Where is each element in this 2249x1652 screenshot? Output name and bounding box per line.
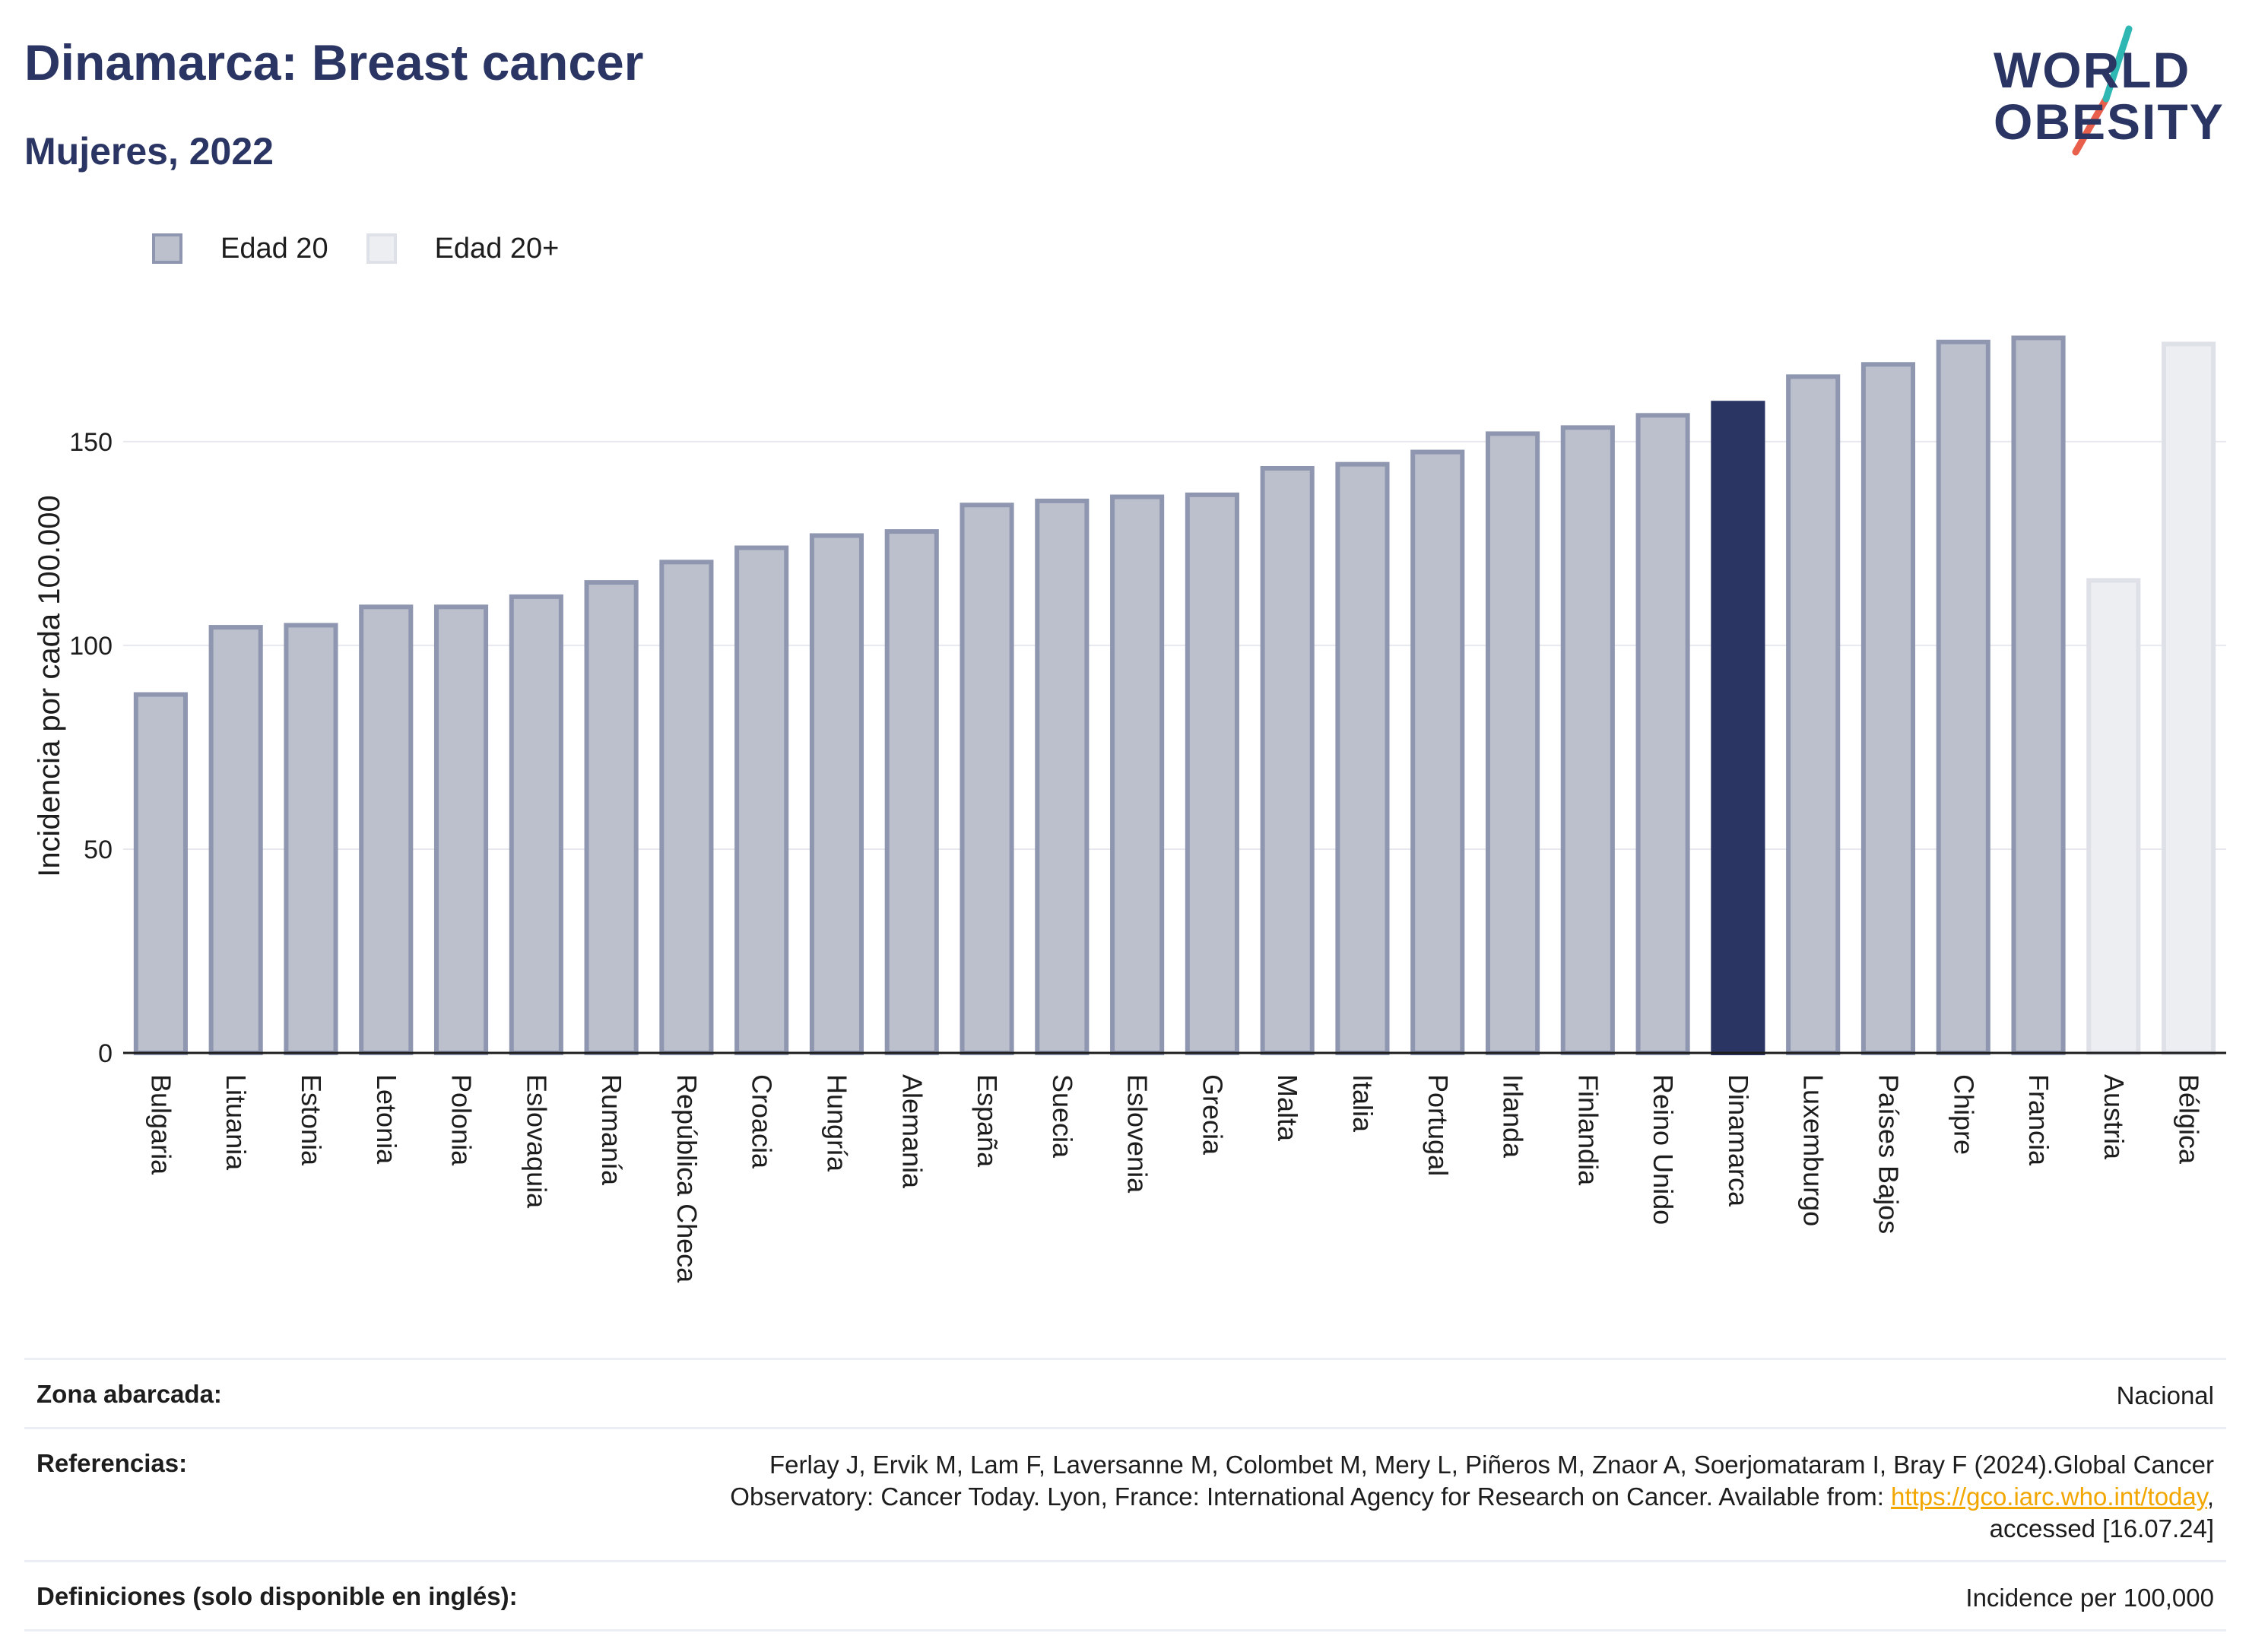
bar-eslovaquia	[509, 594, 563, 1055]
x-tick-label: Eslovenia	[1122, 1074, 1153, 1194]
x-tick-label: Austria	[2098, 1074, 2130, 1160]
bar-malta	[1260, 466, 1315, 1055]
x-tick-label: Finlandia	[1572, 1074, 1603, 1186]
bar-chart: 0 50 100 150 Incidencia por cada 100.000 Bulg…	[33, 335, 2226, 1283]
footer-value: Incidence per 100,000	[1965, 1584, 2214, 1612]
x-tick-label: Suecia	[1047, 1074, 1078, 1159]
footer-value-references: Ferlay J, Ervik M, Lam F, Laversanne M, …	[730, 1449, 2214, 1545]
x-tick-label: Estonia	[296, 1074, 327, 1166]
bar-suecia	[1035, 498, 1090, 1055]
bar-croacia	[734, 545, 789, 1055]
footer-row-referencias: Referencias: Ferlay J, Ervik M, Lam F, L…	[24, 1427, 2226, 1560]
legend-swatch-edad-20-plus	[366, 233, 397, 264]
bar-polonia	[433, 604, 489, 1055]
bar-grecia	[1185, 492, 1239, 1055]
bar-irlanda	[1485, 431, 1540, 1056]
bar-estonia	[284, 623, 338, 1055]
y-axis-label: Incidencia por cada 100.000	[33, 495, 66, 877]
reference-text: accessed [16.07.24]	[1989, 1514, 2214, 1543]
chart-legend: Edad 20 Edad 20+	[152, 228, 597, 269]
x-tick-label: República Checa	[671, 1074, 703, 1283]
bar-hungría	[809, 533, 864, 1056]
legend-label: Edad 20+	[434, 232, 560, 265]
x-tick-label: Rumanía	[596, 1074, 627, 1186]
footer-label: Zona abarcada:	[36, 1380, 222, 1408]
logo-text-world: WORLD	[1994, 42, 2191, 98]
bar-países-bajos	[1860, 362, 1916, 1055]
page-subtitle: Mujeres, 2022	[24, 130, 274, 173]
x-tick-label: Eslovaquia	[521, 1074, 552, 1209]
x-tick-label: España	[972, 1074, 1003, 1168]
x-tick-label: Portugal	[1423, 1074, 1454, 1176]
bar-finlandia	[1560, 425, 1615, 1055]
bar-portugal	[1410, 449, 1465, 1056]
chart-footer: Zona abarcada: Nacional Referencias: Fer…	[24, 1358, 2226, 1631]
reference-link[interactable]: https://gco.iarc.who.int/today	[1891, 1482, 2207, 1511]
bar-bulgaria	[133, 692, 188, 1056]
reference-text: ,	[2206, 1482, 2214, 1511]
y-tick-label: 100	[69, 632, 113, 661]
bar-lituania	[208, 625, 263, 1056]
x-tick-label: Polonia	[446, 1074, 477, 1166]
x-tick-label: Dinamarca	[1723, 1074, 1754, 1207]
bar-eslovenia	[1110, 494, 1165, 1055]
x-tick-label: Bélgica	[2174, 1074, 2205, 1165]
x-tick-label: Letonia	[371, 1074, 402, 1165]
bar-luxemburgo	[1786, 374, 1841, 1055]
reference-text: Ferlay J, Ervik M, Lam F, Laversanne M, …	[769, 1451, 2214, 1479]
footer-label: Definiciones (solo disponible en inglés)…	[36, 1582, 518, 1610]
reference-text: Observatory: Cancer Today. Lyon, France:…	[730, 1482, 1892, 1511]
bar-letonia	[359, 604, 414, 1055]
bar-reino-unido	[1635, 413, 1690, 1056]
bar-italia	[1335, 461, 1390, 1055]
bar-austria	[2086, 578, 2141, 1055]
bar-españa	[960, 503, 1014, 1055]
legend-label: Edad 20	[220, 232, 328, 265]
x-tick-label: Países Bajos	[1873, 1074, 1904, 1234]
y-tick-label: 0	[98, 1039, 113, 1068]
y-tick-label: 50	[84, 836, 113, 864]
x-tick-label: Francia	[2023, 1074, 2054, 1166]
x-tick-label: Lituania	[220, 1074, 252, 1171]
x-tick-label: Luxemburgo	[1798, 1074, 1829, 1226]
bar-dinamarca	[1711, 401, 1765, 1055]
legend-item-edad-20[interactable]: Edad 20	[152, 233, 328, 265]
logo-slash-icon	[2072, 25, 2133, 156]
x-tick-label: Grecia	[1197, 1074, 1228, 1156]
x-tick-label: Hungría	[821, 1074, 852, 1172]
footer-label: Referencias:	[36, 1449, 188, 1477]
footer-value: Nacional	[2116, 1381, 2214, 1409]
bar-rumanía	[584, 580, 639, 1056]
x-tick-label: Croacia	[747, 1074, 778, 1169]
bar-chipre	[1936, 339, 1990, 1056]
bar-república-checa	[659, 560, 714, 1055]
x-tick-label: Italia	[1347, 1074, 1378, 1133]
x-tick-label: Irlanda	[1498, 1074, 1529, 1159]
bar-alemania	[884, 529, 939, 1055]
bar-bélgica	[2162, 341, 2216, 1056]
world-obesity-logo: WORLD OBESITY	[1977, 23, 2235, 160]
x-tick-label: Alemania	[896, 1074, 928, 1189]
legend-item-edad-20-plus[interactable]: Edad 20+	[366, 232, 560, 265]
logo-text-obesity: OBESITY	[1994, 94, 2225, 150]
page-title: Dinamarca: Breast cancer	[24, 34, 644, 90]
bar-francia	[2011, 335, 2066, 1055]
y-tick-label: 150	[69, 428, 113, 457]
legend-swatch-edad-20	[152, 233, 182, 264]
x-tick-label: Bulgaria	[145, 1074, 176, 1175]
x-tick-label: Reino Unido	[1648, 1074, 1679, 1225]
footer-row-zona: Zona abarcada: Nacional	[24, 1358, 2226, 1427]
x-tick-label: Malta	[1272, 1074, 1303, 1142]
footer-row-definiciones: Definiciones (solo disponible en inglés)…	[24, 1560, 2226, 1631]
x-tick-label: Chipre	[1948, 1074, 1979, 1155]
